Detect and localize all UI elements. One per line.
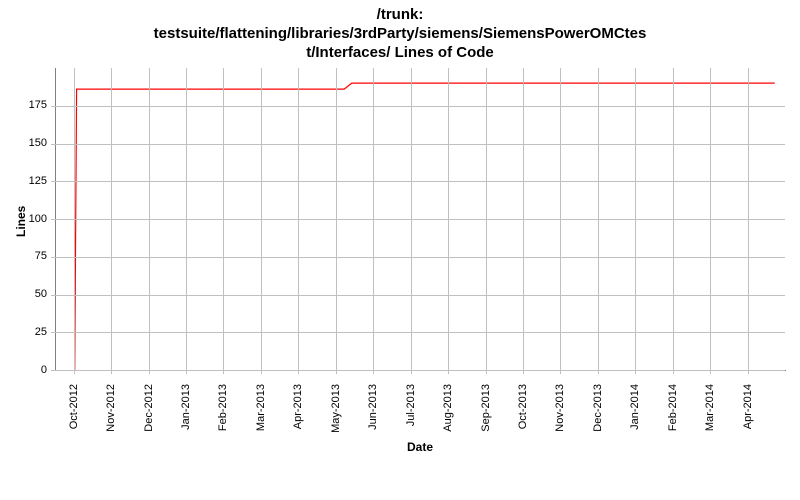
x-tick-label: Aug-2013 xyxy=(442,384,454,484)
y-gridline xyxy=(51,332,785,333)
chart-title: /trunk: testsuite/flattening/libraries/3… xyxy=(0,6,800,62)
y-tick-label: 175 xyxy=(0,99,47,111)
y-tick-label: 125 xyxy=(0,175,47,187)
x-gridline xyxy=(673,68,674,374)
x-gridline xyxy=(598,68,599,374)
x-gridline xyxy=(560,68,561,374)
x-tick-label: Mar-2014 xyxy=(704,384,716,484)
y-gridline xyxy=(51,144,785,145)
y-tick-label: 50 xyxy=(0,288,47,300)
title-line-3: t/Interfaces/ Lines of Code xyxy=(306,44,494,61)
x-tick-label: Sep-2013 xyxy=(480,384,492,484)
x-tick-label: Jan-2014 xyxy=(629,384,641,484)
x-tick-label: Oct-2013 xyxy=(517,384,529,484)
y-gridline xyxy=(51,181,785,182)
y-tick-label: 25 xyxy=(0,326,47,338)
x-tick-label: Nov-2013 xyxy=(554,384,566,484)
x-tick-label: Jan-2013 xyxy=(180,384,192,484)
x-gridline xyxy=(298,68,299,374)
x-tick-label: Jun-2013 xyxy=(367,384,379,484)
title-line-2: testsuite/flattening/libraries/3rdParty/… xyxy=(154,25,647,42)
y-gridline xyxy=(51,370,785,371)
x-gridline xyxy=(186,68,187,374)
chart-container: /trunk: testsuite/flattening/libraries/3… xyxy=(0,0,800,500)
title-line-1: /trunk: xyxy=(377,6,424,23)
x-gridline xyxy=(373,68,374,374)
x-gridline xyxy=(111,68,112,374)
x-gridline xyxy=(261,68,262,374)
x-gridline xyxy=(448,68,449,374)
x-tick-label: Dec-2012 xyxy=(143,384,155,484)
x-tick-label: Dec-2013 xyxy=(592,384,604,484)
x-gridline xyxy=(710,68,711,374)
x-gridline xyxy=(523,68,524,374)
x-tick-label: Apr-2013 xyxy=(292,384,304,484)
y-tick-label: 0 xyxy=(0,364,47,376)
y-tick-label: 75 xyxy=(0,250,47,262)
x-gridline xyxy=(74,68,75,374)
y-tick-label: 150 xyxy=(0,137,47,149)
x-gridline xyxy=(635,68,636,374)
x-tick-label: Feb-2014 xyxy=(667,384,679,484)
x-gridline xyxy=(336,68,337,374)
y-gridline xyxy=(51,295,785,296)
x-tick-label: Feb-2013 xyxy=(217,384,229,484)
x-tick-label: May-2013 xyxy=(330,384,342,484)
x-gridline xyxy=(486,68,487,374)
x-gridline xyxy=(748,68,749,374)
x-tick-label: Mar-2013 xyxy=(255,384,267,484)
x-gridline xyxy=(223,68,224,374)
y-gridline xyxy=(51,219,785,220)
y-tick-label: 100 xyxy=(0,213,47,225)
x-tick-label: Nov-2012 xyxy=(105,384,117,484)
x-gridline xyxy=(149,68,150,374)
y-gridline xyxy=(51,106,785,107)
x-tick-label: Oct-2012 xyxy=(68,384,80,484)
y-gridline xyxy=(51,257,785,258)
x-gridline xyxy=(411,68,412,374)
x-tick-label: Jul-2013 xyxy=(405,384,417,484)
x-tick-label: Apr-2014 xyxy=(742,384,754,484)
